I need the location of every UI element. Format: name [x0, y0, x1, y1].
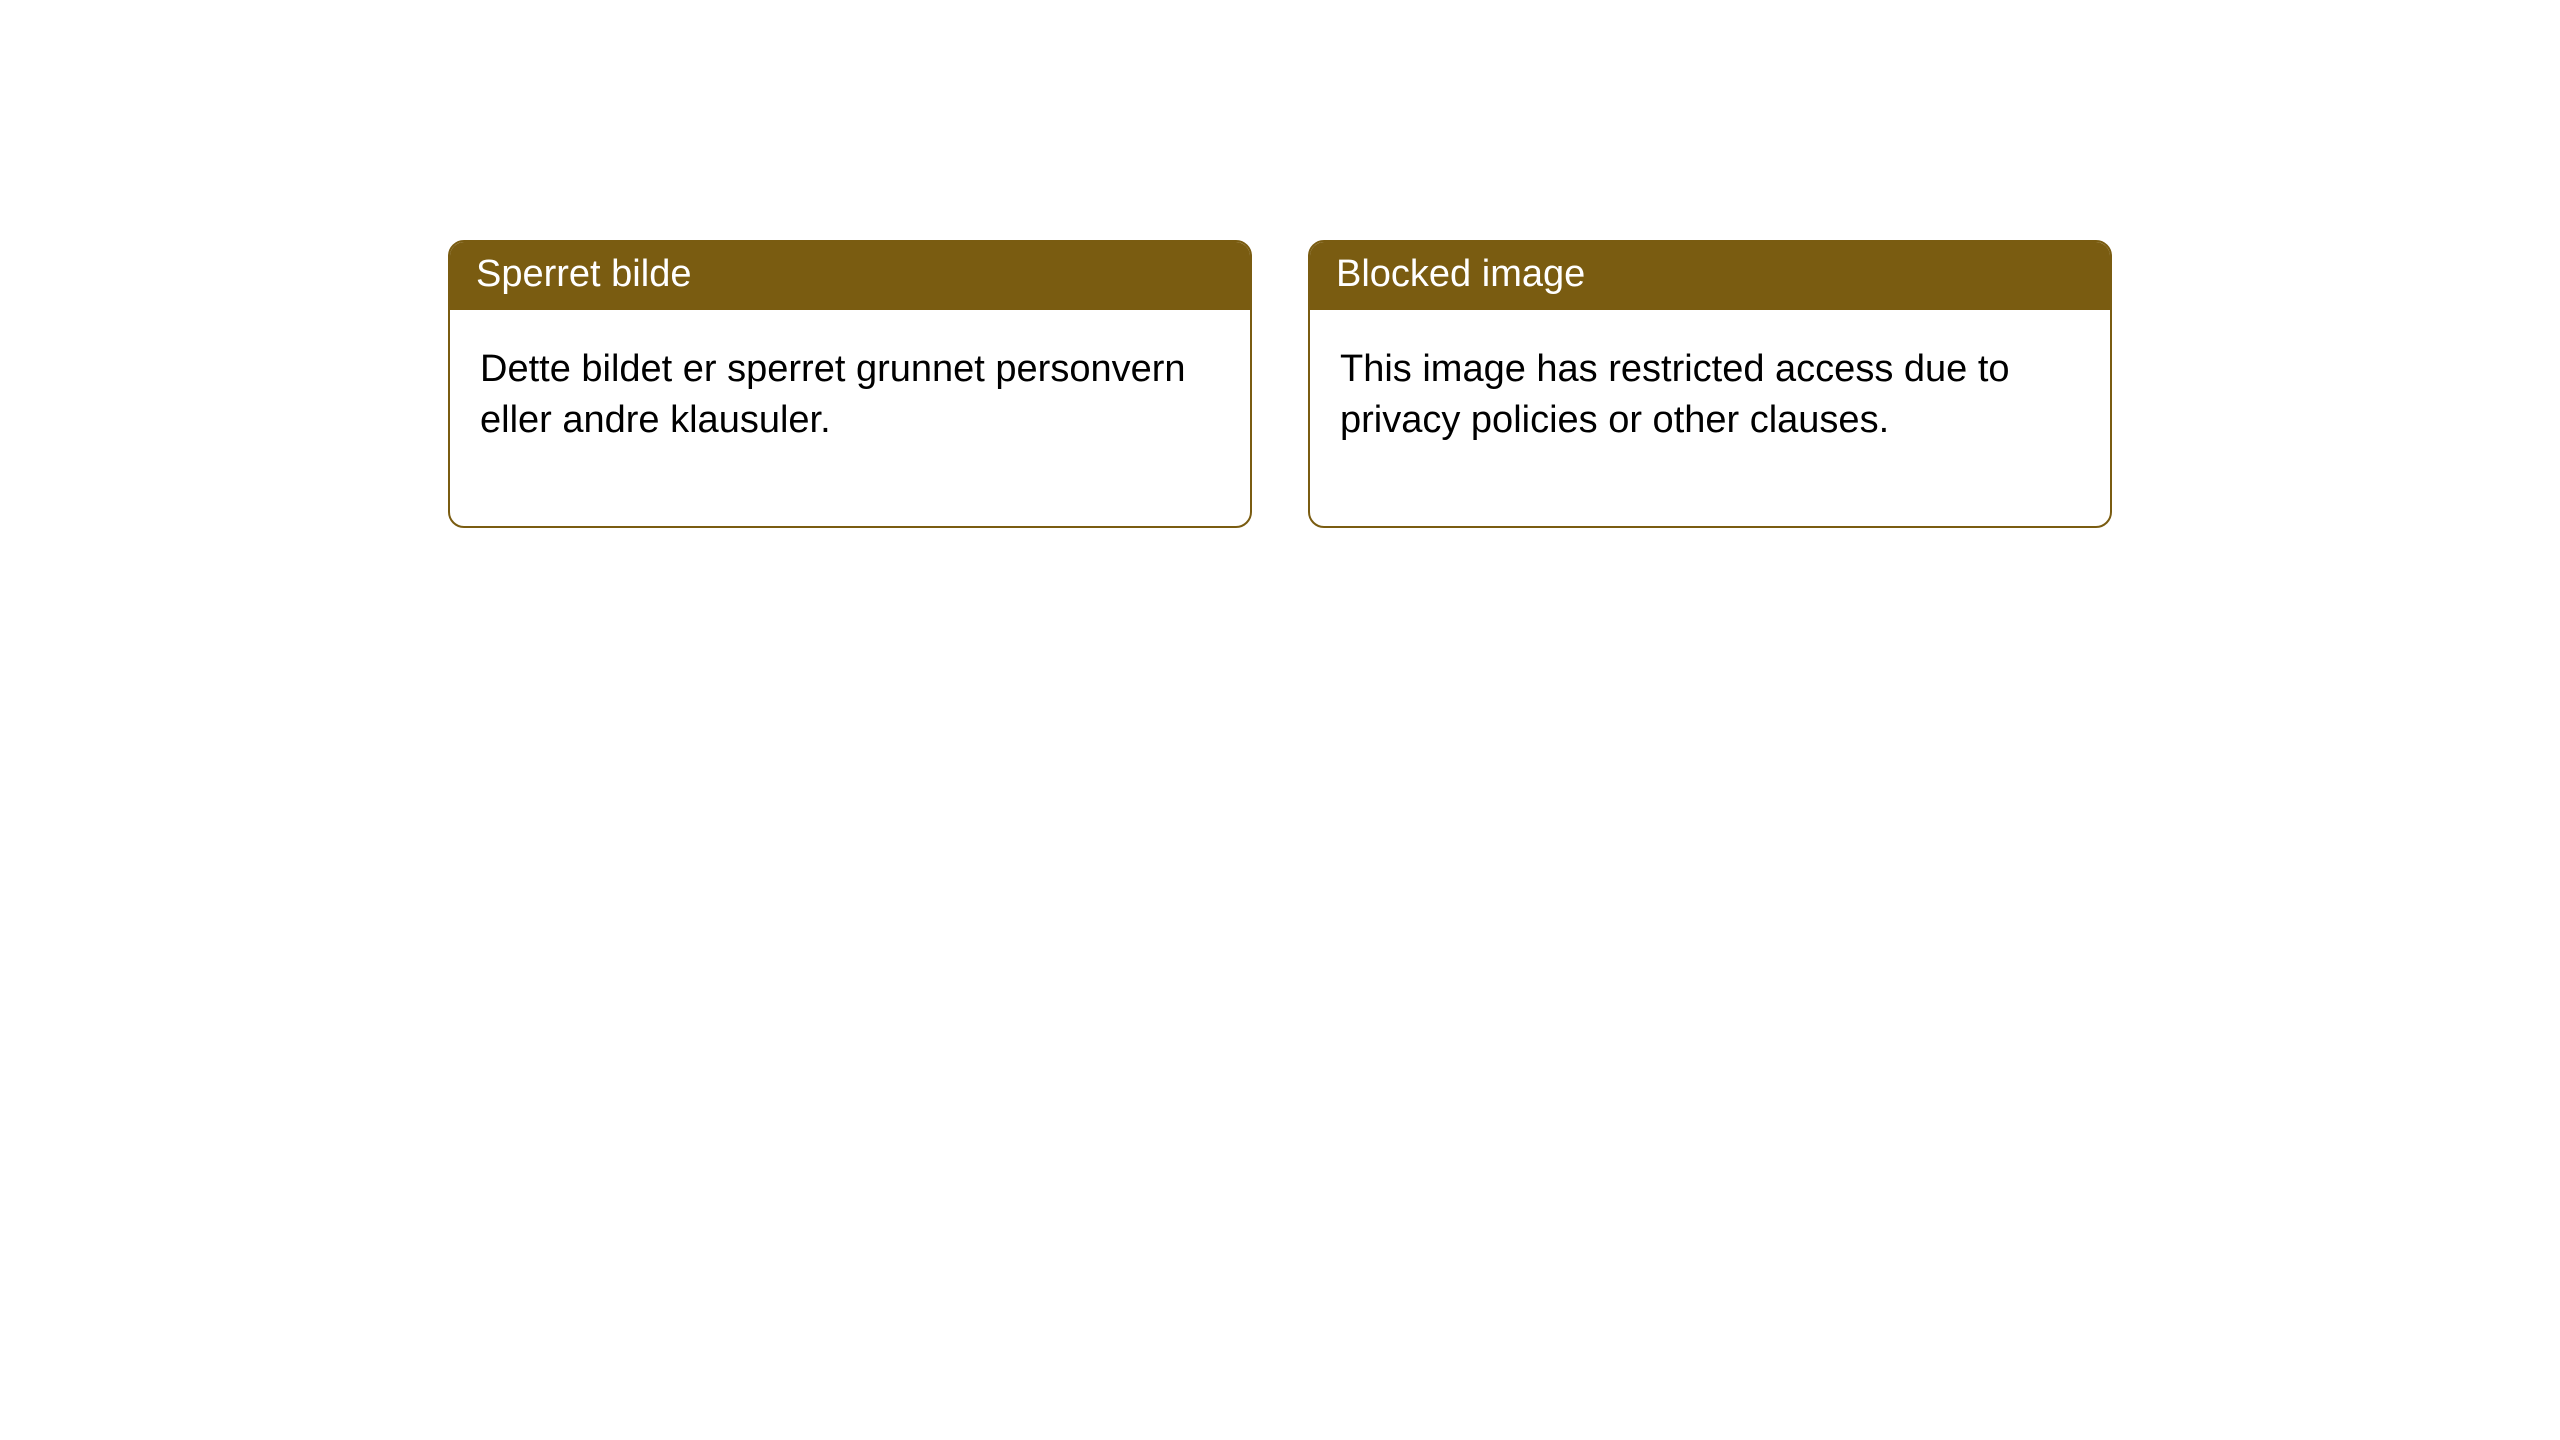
notice-card-norwegian: Sperret bilde Dette bildet er sperret gr…: [448, 240, 1252, 528]
card-body-text: This image has restricted access due to …: [1340, 348, 2010, 441]
notice-card-english: Blocked image This image has restricted …: [1308, 240, 2112, 528]
card-header: Blocked image: [1310, 242, 2110, 310]
card-body: Dette bildet er sperret grunnet personve…: [450, 310, 1250, 527]
notice-container: Sperret bilde Dette bildet er sperret gr…: [0, 0, 2560, 528]
card-body-text: Dette bildet er sperret grunnet personve…: [480, 348, 1186, 441]
card-body: This image has restricted access due to …: [1310, 310, 2110, 527]
card-header: Sperret bilde: [450, 242, 1250, 310]
card-title: Sperret bilde: [476, 253, 691, 295]
card-title: Blocked image: [1336, 253, 1585, 295]
